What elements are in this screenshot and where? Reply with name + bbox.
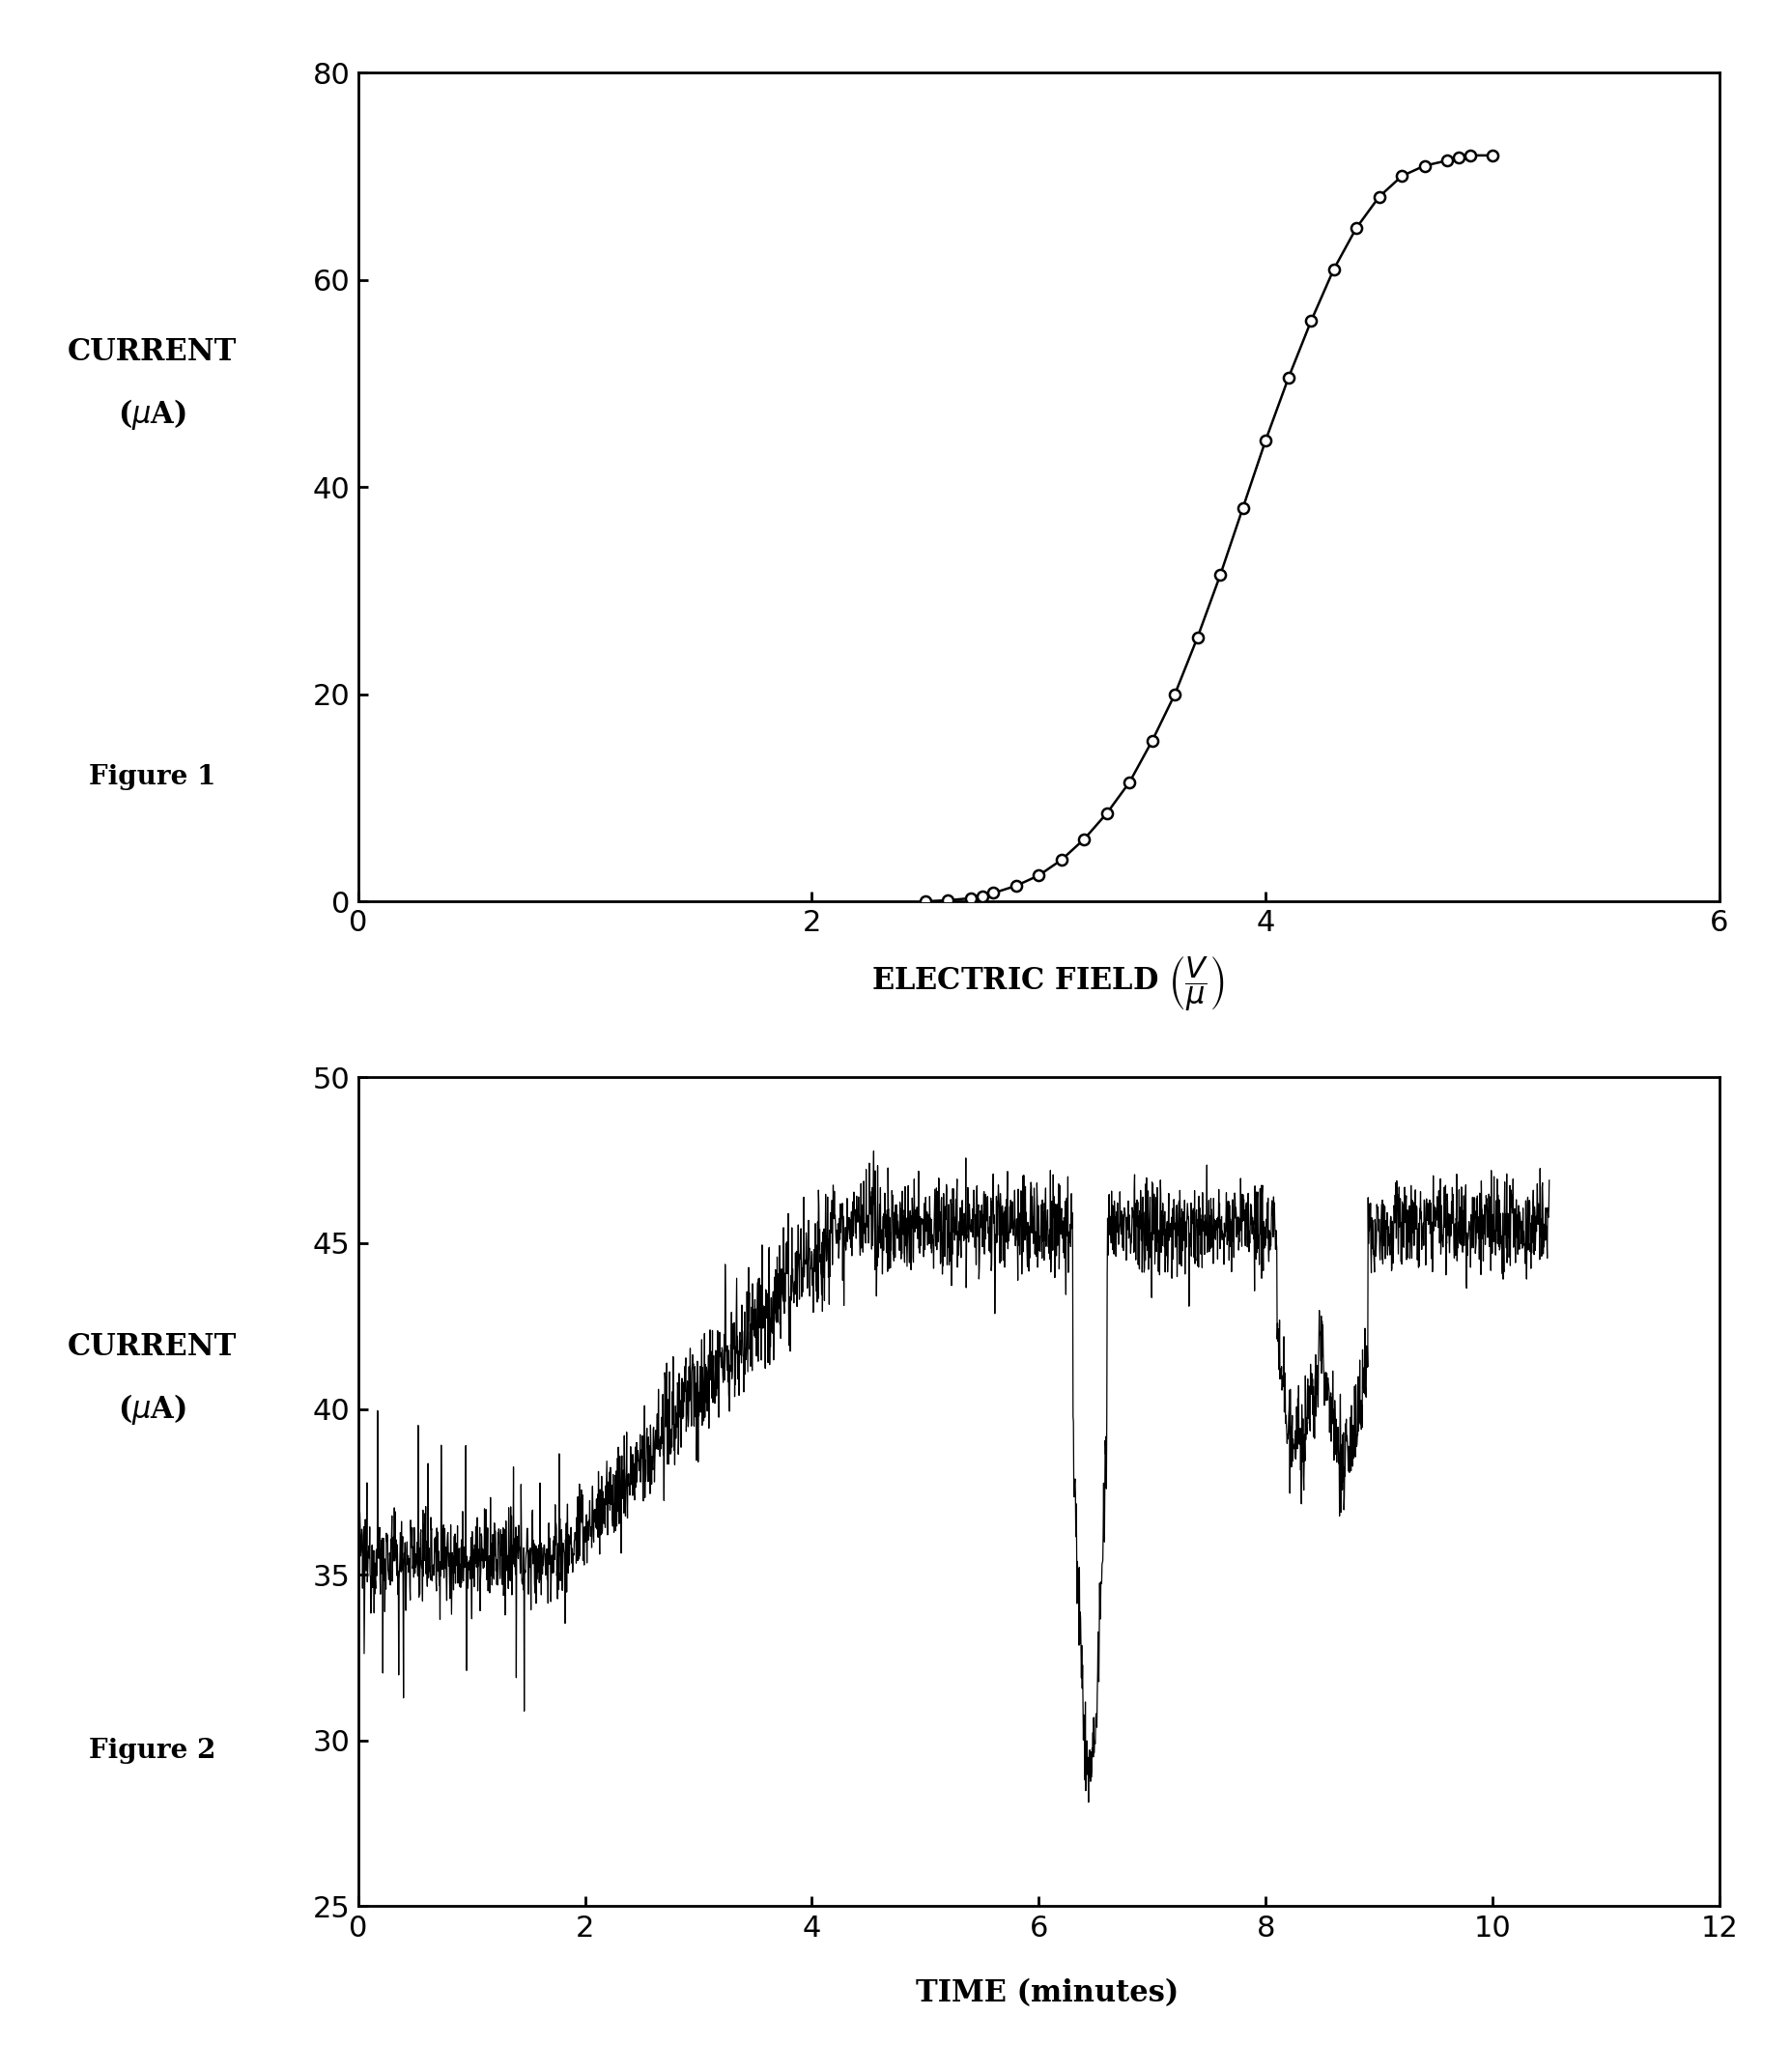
Text: ($\mu$A): ($\mu$A) <box>118 1392 186 1426</box>
Text: ELECTRIC FIELD $\left(\dfrac{V}{\mu}\right)$: ELECTRIC FIELD $\left(\dfrac{V}{\mu}\rig… <box>870 955 1225 1013</box>
Text: Figure 2: Figure 2 <box>90 1738 215 1763</box>
Text: TIME (minutes): TIME (minutes) <box>917 1979 1178 2008</box>
Text: CURRENT: CURRENT <box>68 338 236 367</box>
Text: Figure 1: Figure 1 <box>90 765 215 789</box>
Text: CURRENT: CURRENT <box>68 1332 236 1361</box>
Text: ($\mu$A): ($\mu$A) <box>118 398 186 431</box>
